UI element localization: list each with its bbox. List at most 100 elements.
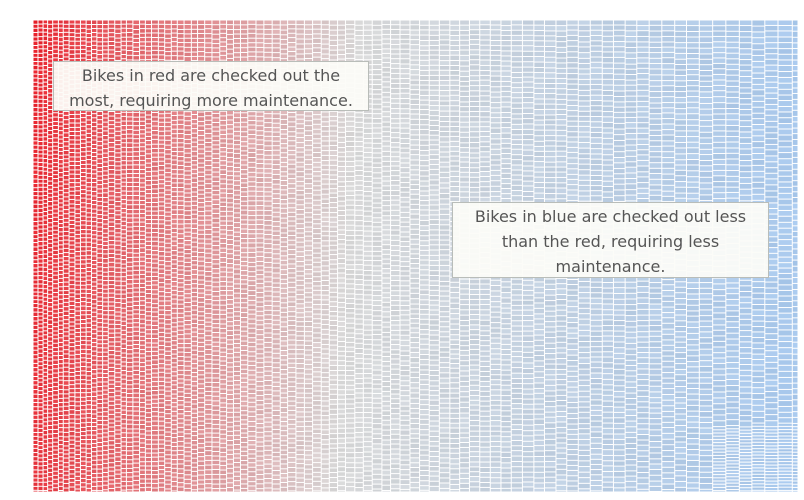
treemap-tile[interactable] [33,82,38,86]
treemap-tile[interactable] [212,451,220,456]
treemap-tile[interactable] [338,230,345,234]
treemap-tile[interactable] [140,354,145,358]
treemap-tile[interactable] [97,206,103,210]
treemap-tile[interactable] [38,175,43,179]
treemap-tile[interactable] [212,456,220,460]
treemap-tile[interactable] [280,379,288,384]
treemap-tile[interactable] [152,38,158,42]
treemap-tile[interactable] [53,201,58,205]
treemap-tile[interactable] [198,379,205,384]
treemap-tile[interactable] [103,122,108,127]
treemap-tile[interactable] [227,134,233,139]
treemap-tile[interactable] [280,441,288,445]
treemap-tile[interactable] [133,411,140,416]
treemap-tile[interactable] [48,409,53,413]
treemap-tile[interactable] [212,39,220,44]
treemap-tile[interactable] [220,156,227,161]
treemap-tile[interactable] [33,61,38,65]
treemap-tile[interactable] [288,438,296,443]
treemap-tile[interactable] [184,285,191,289]
treemap-tile[interactable] [220,398,227,403]
treemap-tile[interactable] [158,453,165,457]
treemap-tile[interactable] [103,149,108,153]
treemap-tile[interactable] [240,146,248,151]
treemap-tile[interactable] [121,161,126,165]
treemap-tile[interactable] [240,48,248,52]
treemap-tile[interactable] [212,182,220,186]
treemap-tile[interactable] [115,184,121,188]
treemap-tile[interactable] [248,296,256,300]
treemap-tile[interactable] [288,250,296,255]
treemap-tile[interactable] [152,444,158,449]
treemap-tile[interactable] [121,473,126,477]
treemap-tile[interactable] [212,460,220,465]
treemap-tile[interactable] [108,174,115,178]
treemap-tile[interactable] [115,241,121,245]
treemap-tile[interactable] [115,206,121,211]
treemap-tile[interactable] [145,124,152,128]
treemap-tile[interactable] [264,287,272,291]
treemap-tile[interactable] [191,265,198,270]
treemap-tile[interactable] [69,389,75,393]
treemap-tile[interactable] [80,388,86,393]
treemap-tile[interactable] [53,408,58,412]
treemap-tile[interactable] [256,168,264,173]
treemap-tile[interactable] [184,443,191,447]
treemap-tile[interactable] [91,447,97,452]
treemap-tile[interactable] [321,126,329,131]
treemap-tile[interactable] [321,444,329,449]
treemap-tile[interactable] [80,289,86,293]
treemap-tile[interactable] [152,153,158,157]
treemap-tile[interactable] [97,403,103,408]
treemap-tile[interactable] [33,292,38,296]
treemap-tile[interactable] [198,461,205,466]
treemap-tile[interactable] [152,268,158,272]
treemap-tile[interactable] [33,226,38,230]
treemap-tile[interactable] [80,131,86,135]
treemap-tile[interactable] [280,167,288,172]
treemap-tile[interactable] [288,307,296,312]
treemap-tile[interactable] [240,401,248,406]
treemap-tile[interactable] [48,33,53,37]
treemap-tile[interactable] [75,363,80,367]
treemap-tile[interactable] [91,383,97,387]
treemap-tile[interactable] [264,446,272,450]
treemap-tile[interactable] [69,183,75,187]
treemap-tile[interactable] [75,397,80,402]
treemap-tile[interactable] [205,295,212,299]
treemap-tile[interactable] [240,424,248,429]
treemap-tile[interactable] [240,355,248,360]
treemap-tile[interactable] [33,482,38,486]
treemap-tile[interactable] [304,384,313,388]
treemap-tile[interactable] [63,49,69,53]
treemap-tile[interactable] [86,480,91,484]
treemap-tile[interactable] [256,243,264,247]
treemap-tile[interactable] [205,175,212,179]
treemap-tile[interactable] [212,113,220,118]
treemap-tile[interactable] [280,455,288,459]
treemap-tile[interactable] [240,308,248,313]
treemap-tile[interactable] [33,308,38,312]
treemap-tile[interactable] [145,343,152,347]
treemap-tile[interactable] [264,337,272,342]
treemap-tile[interactable] [212,489,220,492]
treemap-tile[interactable] [38,45,43,49]
treemap-tile[interactable] [233,149,240,153]
treemap-tile[interactable] [80,234,86,238]
treemap-tile[interactable] [248,431,256,436]
treemap-tile[interactable] [158,337,165,341]
treemap-tile[interactable] [33,490,38,492]
treemap-tile[interactable] [227,25,233,30]
treemap-tile[interactable] [140,178,145,183]
treemap-tile[interactable] [80,293,86,297]
treemap-tile[interactable] [115,320,121,324]
treemap-tile[interactable] [304,393,313,398]
treemap-tile[interactable] [145,435,152,440]
treemap-tile[interactable] [80,135,86,139]
treemap-tile[interactable] [58,151,63,155]
treemap-tile[interactable] [48,202,53,206]
treemap-tile[interactable] [140,239,145,244]
treemap-tile[interactable] [184,267,191,271]
treemap-tile[interactable] [272,448,280,452]
treemap-tile[interactable] [152,251,158,255]
